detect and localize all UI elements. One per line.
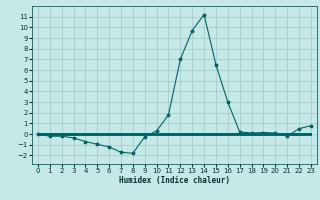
X-axis label: Humidex (Indice chaleur): Humidex (Indice chaleur) [119,176,230,185]
